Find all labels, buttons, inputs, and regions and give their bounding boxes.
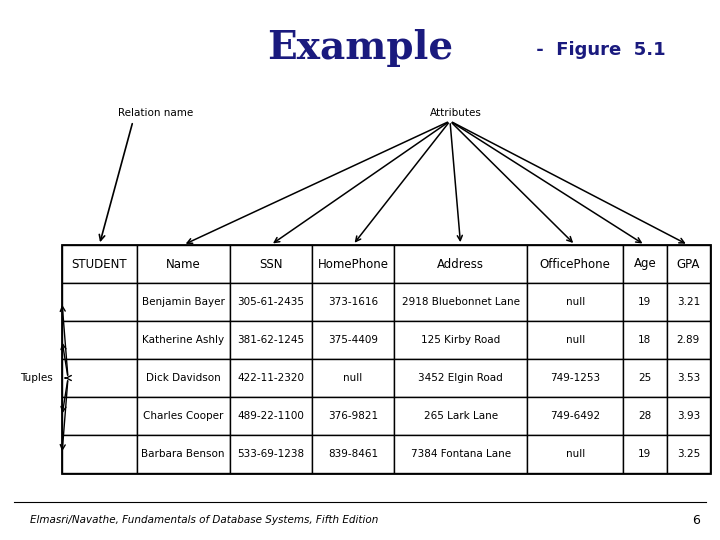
Bar [667, 321, 710, 359]
Text: Charles Cooper: Charles Cooper [143, 411, 223, 421]
Bar [667, 283, 710, 321]
Bar [312, 283, 394, 321]
Text: Attributes: Attributes [430, 108, 482, 118]
Bar [230, 321, 312, 359]
Bar [394, 397, 527, 435]
Text: null: null [343, 373, 362, 383]
Text: 3.93: 3.93 [677, 411, 700, 421]
Text: Benjamin Bayer: Benjamin Bayer [142, 297, 225, 307]
Bar [230, 283, 312, 321]
Text: 373-1616: 373-1616 [328, 297, 378, 307]
Text: 6: 6 [692, 514, 700, 526]
Text: 18: 18 [638, 335, 652, 345]
Text: GPA: GPA [677, 258, 700, 271]
Bar [624, 359, 667, 397]
Bar [137, 359, 230, 397]
Text: 2918 Bluebonnet Lane: 2918 Bluebonnet Lane [402, 297, 520, 307]
Text: Barbara Benson: Barbara Benson [141, 449, 225, 459]
Text: OfficePhone: OfficePhone [540, 258, 611, 271]
Bar [230, 245, 312, 283]
Bar [312, 359, 394, 397]
Text: Example: Example [267, 29, 453, 67]
Text: 305-61-2435: 305-61-2435 [237, 297, 304, 307]
Text: Elmasri/Navathe, Fundamentals of Database Systems, Fifth Edition: Elmasri/Navathe, Fundamentals of Databas… [30, 515, 379, 525]
Text: 25: 25 [638, 373, 652, 383]
Text: null: null [566, 449, 585, 459]
Text: 2.89: 2.89 [677, 335, 700, 345]
Text: 3.25: 3.25 [677, 449, 700, 459]
Bar [667, 245, 710, 283]
Bar [394, 321, 527, 359]
Bar [62, 321, 137, 359]
Text: null: null [566, 297, 585, 307]
Bar [394, 245, 527, 283]
Text: 7384 Fontana Lane: 7384 Fontana Lane [410, 449, 510, 459]
Bar [527, 435, 624, 473]
Text: SSN: SSN [259, 258, 282, 271]
Bar [527, 245, 624, 283]
Bar [62, 245, 137, 283]
Bar [527, 397, 624, 435]
Bar [394, 359, 527, 397]
Text: 3.53: 3.53 [677, 373, 700, 383]
Text: 19: 19 [638, 449, 652, 459]
Text: Address: Address [437, 258, 484, 271]
Bar [137, 435, 230, 473]
Bar [137, 245, 230, 283]
Bar [527, 359, 624, 397]
Bar [394, 435, 527, 473]
Text: Age: Age [634, 258, 656, 271]
Text: 489-22-1100: 489-22-1100 [237, 411, 304, 421]
Text: Dick Davidson: Dick Davidson [145, 373, 220, 383]
Text: 376-9821: 376-9821 [328, 411, 378, 421]
Bar [312, 245, 394, 283]
Text: 265 Lark Lane: 265 Lark Lane [423, 411, 498, 421]
Bar [312, 435, 394, 473]
Text: STUDENT: STUDENT [71, 258, 127, 271]
Text: 19: 19 [638, 297, 652, 307]
Text: 3.21: 3.21 [677, 297, 700, 307]
Bar [137, 283, 230, 321]
Text: 749-6492: 749-6492 [550, 411, 600, 421]
Text: Katherine Ashly: Katherine Ashly [142, 335, 224, 345]
Text: 422-11-2320: 422-11-2320 [237, 373, 304, 383]
Bar [62, 359, 137, 397]
Text: 3452 Elgin Road: 3452 Elgin Road [418, 373, 503, 383]
Bar [624, 245, 667, 283]
Bar [624, 321, 667, 359]
Text: null: null [566, 335, 585, 345]
Bar [527, 283, 624, 321]
Text: Relation name: Relation name [118, 108, 193, 118]
Bar [667, 435, 710, 473]
Bar [624, 397, 667, 435]
Bar [394, 283, 527, 321]
Text: 381-62-1245: 381-62-1245 [237, 335, 305, 345]
Text: 28: 28 [638, 411, 652, 421]
Text: Tuples: Tuples [20, 373, 53, 383]
Bar [62, 435, 137, 473]
Bar [137, 321, 230, 359]
Text: HomePhone: HomePhone [318, 258, 388, 271]
Bar [312, 397, 394, 435]
Text: 125 Kirby Road: 125 Kirby Road [421, 335, 500, 345]
Bar [667, 359, 710, 397]
Bar [667, 397, 710, 435]
Bar [312, 321, 394, 359]
Text: Name: Name [166, 258, 200, 271]
Bar [230, 435, 312, 473]
Bar [230, 397, 312, 435]
Bar [62, 397, 137, 435]
Bar [62, 283, 137, 321]
Bar [137, 397, 230, 435]
Text: 533-69-1238: 533-69-1238 [237, 449, 305, 459]
Text: 375-4409: 375-4409 [328, 335, 378, 345]
Bar [624, 435, 667, 473]
Text: -  Figure  5.1: - Figure 5.1 [530, 41, 665, 59]
Bar [624, 283, 667, 321]
Text: 749-1253: 749-1253 [550, 373, 600, 383]
Bar [62, 245, 710, 473]
Bar [230, 359, 312, 397]
Text: 839-8461: 839-8461 [328, 449, 378, 459]
Bar [527, 321, 624, 359]
